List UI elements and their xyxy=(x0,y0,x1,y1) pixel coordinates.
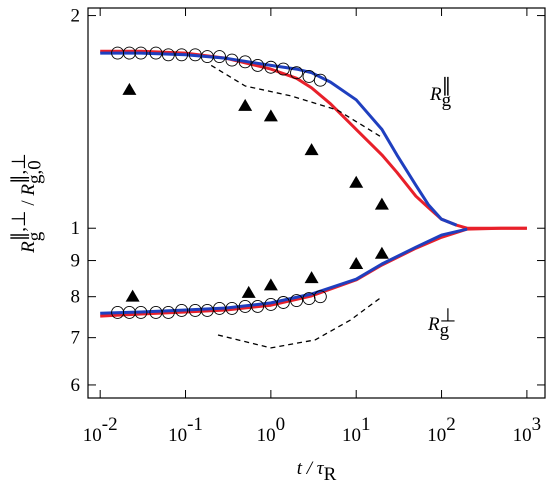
dashed-line xyxy=(210,64,381,137)
y-axis-label: Rg∥,⊥ / Rg,0∥,⊥ xyxy=(9,153,46,254)
annotation-part: ⊥ xyxy=(440,306,457,327)
y-axis-label-wrap: Rg∥,⊥ / Rg,0∥,⊥ xyxy=(9,153,46,254)
circle-marker xyxy=(213,301,226,315)
circle-marker xyxy=(134,305,148,319)
circle-marker xyxy=(225,301,239,315)
y-tick-label: 6 xyxy=(71,375,81,396)
x-axis-label-part: t xyxy=(297,458,303,479)
triangle-marker xyxy=(122,82,137,95)
triangle-marker xyxy=(374,197,389,210)
circle-marker xyxy=(290,294,304,307)
dashed-line xyxy=(217,297,381,349)
x-tick-base: 10 xyxy=(83,425,102,446)
triangle-marker xyxy=(304,271,319,284)
circle-marker xyxy=(213,50,226,63)
circle-marker xyxy=(161,48,175,62)
x-tick-exp: 3 xyxy=(532,414,542,435)
circle-marker xyxy=(134,46,148,60)
triangle-marker xyxy=(238,98,253,111)
x-tick-base: 10 xyxy=(257,425,276,446)
triangle-marker xyxy=(374,246,389,259)
y-axis-label-part: g,0 xyxy=(25,160,46,184)
x-tick-label: 101 xyxy=(342,414,371,446)
circle-marker xyxy=(313,73,327,87)
x-tick-label: 103 xyxy=(513,414,542,446)
x-tick-label: 102 xyxy=(427,414,456,446)
circle-marker xyxy=(161,305,175,319)
circle-marker xyxy=(175,48,189,62)
triangle-marker xyxy=(241,285,256,298)
circle-marker xyxy=(225,53,239,67)
x-tick-base: 10 xyxy=(342,425,361,446)
circle-marker xyxy=(264,60,278,74)
y-tick-label: 9 xyxy=(71,251,81,272)
annotation-part: R xyxy=(427,314,440,335)
y-axis-label-part: R xyxy=(18,241,39,254)
x-tick-exp: 0 xyxy=(276,414,286,435)
circle-marker xyxy=(175,303,189,317)
circle-marker xyxy=(290,66,304,80)
annotation-part: g xyxy=(440,320,450,341)
y-axis-label-part: / xyxy=(18,196,39,211)
annotation-part: g xyxy=(442,90,452,111)
circle-marker xyxy=(313,290,327,304)
circle-marker xyxy=(276,62,290,76)
y-axis-label-part: g xyxy=(25,231,46,241)
y-tick-label: 1 xyxy=(71,218,81,239)
x-tick-label: 100 xyxy=(257,414,286,446)
circle-marker xyxy=(251,58,265,72)
y-tick-label: 7 xyxy=(71,328,81,349)
y-tick-label: 8 xyxy=(71,287,81,308)
x-axis-label-part: R xyxy=(324,464,337,485)
triangle-marker xyxy=(304,143,319,156)
triangle-marker xyxy=(263,109,278,122)
circle-marker xyxy=(149,305,163,319)
x-tick-exp: -2 xyxy=(102,414,118,435)
circle-marker xyxy=(122,305,136,319)
data-line xyxy=(100,227,468,315)
plot-frame xyxy=(87,7,546,399)
x-tick-base: 10 xyxy=(427,425,446,446)
x-tick-base: 10 xyxy=(513,425,532,446)
y-tick-label: 2 xyxy=(71,6,81,27)
triangle-marker xyxy=(125,289,140,302)
circle-marker xyxy=(238,55,252,69)
circle-marker xyxy=(238,299,252,313)
annotation-part: R xyxy=(429,84,442,105)
data-line xyxy=(100,51,458,227)
triangle-marker xyxy=(349,175,364,188)
circle-marker xyxy=(149,46,163,60)
circle-marker xyxy=(200,303,214,317)
circle-marker xyxy=(264,298,278,311)
y-axis-label-part: ∥,⊥ xyxy=(9,210,30,241)
x-tick-base: 10 xyxy=(168,425,187,446)
circle-marker xyxy=(302,70,316,83)
annotation-part: ∥ xyxy=(442,76,452,97)
circle-marker xyxy=(276,296,290,309)
circle-marker xyxy=(122,46,136,60)
triangle-marker xyxy=(263,278,278,291)
x-tick-exp: 1 xyxy=(361,414,371,435)
y-axis-label-part: R xyxy=(18,184,39,197)
x-tick-exp: 2 xyxy=(446,414,456,435)
x-axis-label-part: / τ xyxy=(302,458,325,479)
triangle-marker xyxy=(349,256,364,269)
data-line xyxy=(100,49,527,230)
x-tick-label: 10-2 xyxy=(83,414,118,446)
circle-marker xyxy=(251,299,265,313)
x-tick-label: 10-1 xyxy=(168,414,203,446)
x-tick-exp: -1 xyxy=(187,414,203,435)
y-axis-label-part: ∥,⊥ xyxy=(9,153,30,184)
